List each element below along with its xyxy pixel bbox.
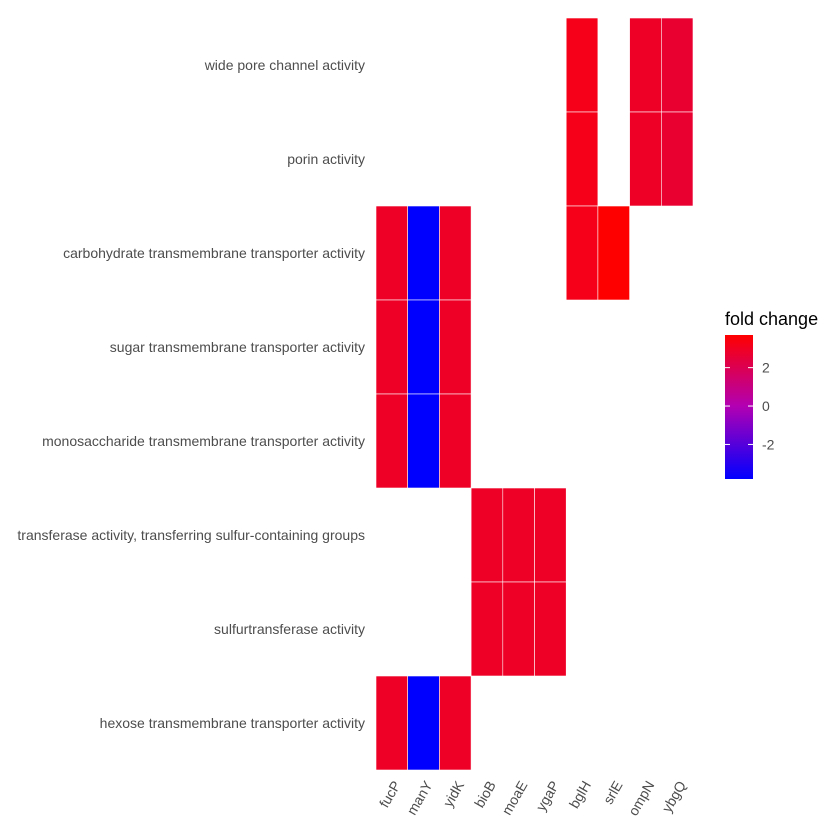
legend-tick-label: 0 [762, 398, 770, 414]
heatmap-cell [375, 205, 409, 301]
heatmap-cell [660, 111, 694, 207]
heatmap-cell [565, 111, 599, 207]
x-tick-label: ompN [625, 778, 658, 818]
heatmap-cell [470, 487, 504, 583]
y-tick-label: carbohydrate transmembrane transporter a… [63, 245, 365, 261]
heatmap-cell [407, 393, 440, 489]
heatmap-cells [375, 17, 694, 771]
heatmap-cell [439, 675, 472, 771]
y-tick-label: monosaccharide transmembrane transporter… [42, 433, 365, 449]
y-axis-labels: wide pore channel activity porin activity… [17, 57, 365, 731]
heatmap-cell [375, 675, 409, 771]
x-tick-label: bioB [471, 778, 499, 810]
legend: fold change 2 0 -2 [725, 309, 818, 479]
heatmap-cell [534, 487, 567, 583]
x-tick-label: moaE [498, 778, 530, 818]
heatmap-cell [439, 299, 472, 395]
x-tick-label: bglH [566, 778, 594, 811]
heatmap-cell [534, 581, 567, 677]
legend-tick-label: 2 [762, 360, 770, 376]
heatmap-cell [470, 581, 504, 677]
heatmap-cell [629, 111, 662, 207]
legend-tick-label: -2 [762, 436, 775, 452]
heatmap-cell [439, 393, 472, 489]
heatmap-cell [565, 205, 599, 301]
y-tick-label: transferase activity, transferring sulfu… [17, 527, 365, 543]
heatmap-cell [439, 205, 472, 301]
heatmap-cell [597, 205, 630, 301]
heatmap-cell [407, 675, 440, 771]
x-tick-label: srlE [600, 778, 626, 807]
heatmap-cell [629, 17, 662, 113]
x-tick-label: ybgQ [658, 778, 689, 815]
y-tick-label: hexose transmembrane transporter activit… [100, 715, 365, 731]
heatmap-cell [375, 393, 409, 489]
legend-ticks: 2 0 -2 [725, 360, 775, 452]
y-tick-label: sulfurtransferase activity [214, 621, 365, 637]
heatmap-cell [502, 581, 535, 677]
heatmap-cell [660, 17, 694, 113]
x-tick-label: manY [403, 777, 435, 817]
heatmap-cell [407, 205, 440, 301]
heatmap-cell [407, 299, 440, 395]
x-axis-labels: fucP manY yidK bioB moaE ygaP bglH srlE ompN ybgQ [376, 777, 689, 818]
x-tick-label: yidK [440, 777, 468, 809]
heatmap-cell [565, 17, 599, 113]
heatmap-cell [375, 299, 409, 395]
legend-colorbar [725, 335, 753, 479]
x-tick-label: ygaP [532, 778, 562, 814]
y-tick-label: wide pore channel activity [204, 57, 365, 73]
x-tick-label: fucP [376, 778, 404, 810]
legend-title: fold change [725, 309, 818, 329]
y-tick-label: sugar transmembrane transporter activity [110, 339, 365, 355]
heatmap-cell [502, 487, 535, 583]
y-tick-label: porin activity [287, 151, 365, 167]
